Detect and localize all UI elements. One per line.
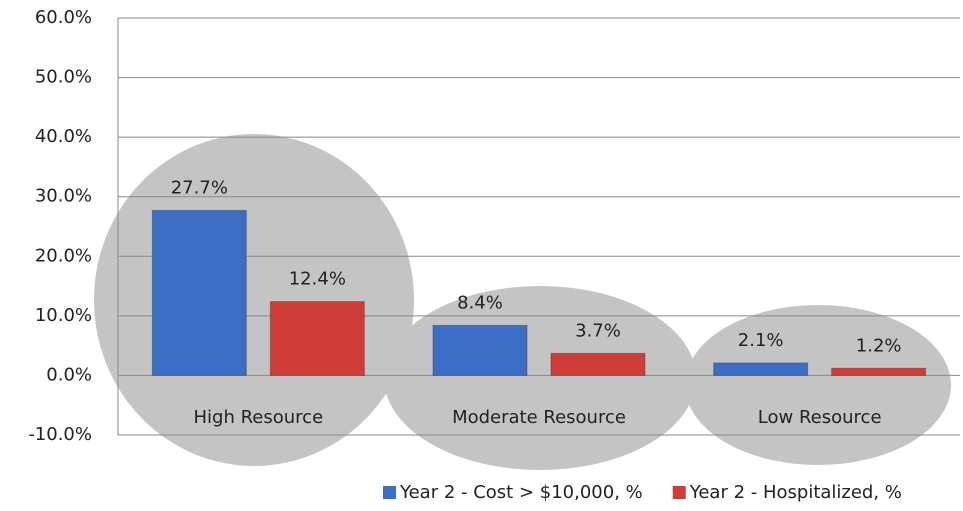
bar xyxy=(713,362,809,376)
category-label: Moderate Resource xyxy=(452,407,626,428)
data-label: 12.4% xyxy=(289,269,346,290)
y-tick-label: 20.0% xyxy=(35,245,92,266)
data-label: 27.7% xyxy=(171,177,228,198)
data-label: 2.1% xyxy=(738,330,784,351)
bar xyxy=(432,324,528,376)
y-tick-label: 10.0% xyxy=(35,305,92,326)
bar xyxy=(269,301,365,376)
legend-swatch xyxy=(383,486,396,499)
y-tick-label: -10.0% xyxy=(28,424,92,445)
bar xyxy=(151,209,247,376)
ellipse xyxy=(685,305,951,465)
data-label: 3.7% xyxy=(575,320,621,341)
category-label: High Resource xyxy=(194,407,324,428)
y-tick-label: 0.0% xyxy=(46,364,92,385)
ellipse xyxy=(384,286,696,470)
legend-label: Year 2 - Hospitalized, % xyxy=(689,482,902,503)
data-label: 8.4% xyxy=(457,292,503,313)
bar xyxy=(831,367,927,376)
y-tick-label: 60.0% xyxy=(35,7,92,28)
y-tick-label: 40.0% xyxy=(35,126,92,147)
bar xyxy=(550,352,646,376)
legend-label: Year 2 - Cost > $10,000, % xyxy=(399,482,643,503)
y-tick-label: 30.0% xyxy=(35,186,92,207)
data-label: 1.2% xyxy=(856,335,902,356)
y-tick-label: 50.0% xyxy=(35,67,92,88)
category-label: Low Resource xyxy=(758,407,882,428)
legend-swatch xyxy=(672,486,686,499)
